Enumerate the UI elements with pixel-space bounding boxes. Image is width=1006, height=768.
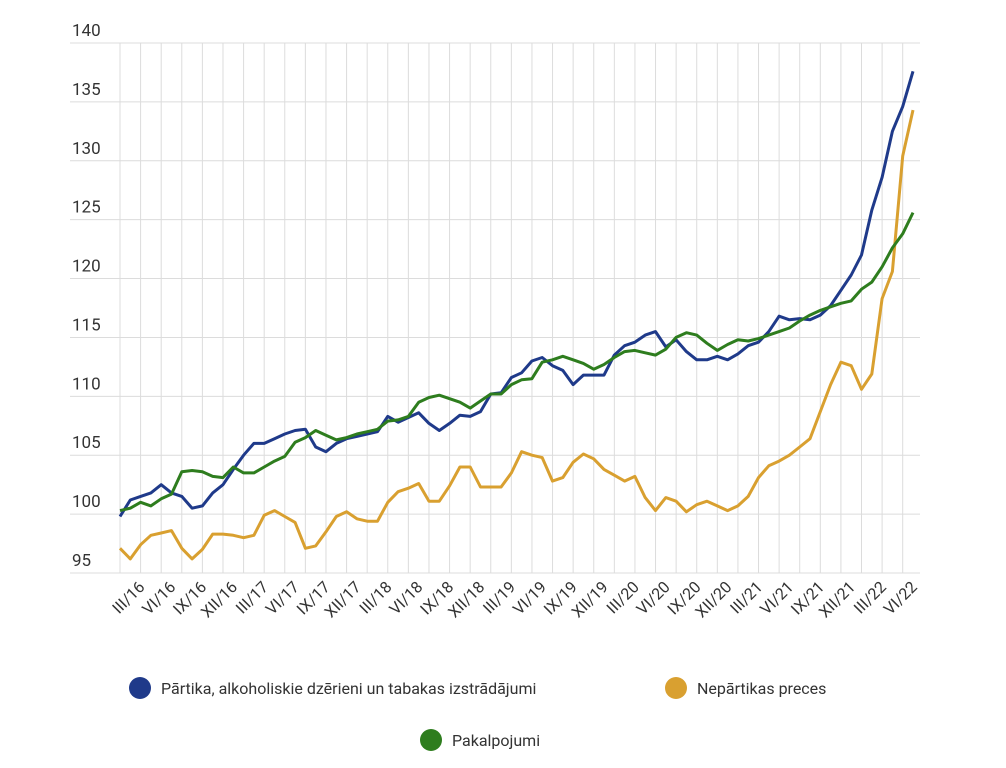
x-tick-label: III/18	[356, 577, 396, 617]
x-tick-label: VI/17	[262, 577, 303, 618]
x-tick-label: VI/18	[385, 577, 426, 618]
x-tick-label: III/22	[850, 577, 890, 617]
x-tick-label: XII/21	[815, 577, 859, 621]
x-tick-label: III/21	[726, 577, 766, 617]
y-tick-label: 100	[72, 492, 101, 512]
y-tick-label: 115	[72, 315, 101, 335]
legend-label: Pārtika, alkoholiskie dzērieni un tabaka…	[161, 679, 536, 698]
x-tick-label: XII/19	[568, 577, 612, 621]
x-tick-label: III/20	[603, 577, 643, 617]
series-line	[119, 211, 915, 513]
x-tick-label: III/16	[108, 577, 148, 617]
legend-marker	[665, 677, 687, 699]
y-tick-label: 135	[72, 80, 101, 100]
y-tick-label: 95	[72, 551, 91, 571]
legend-marker	[129, 677, 151, 699]
y-tick-label: 140	[72, 21, 101, 41]
x-tick-label: XII/20	[691, 577, 735, 621]
x-tick-label: XII/18	[444, 577, 488, 621]
series-line	[118, 109, 915, 561]
x-tick-label: VI/19	[509, 577, 550, 618]
x-tick-label: VI/22	[880, 577, 921, 618]
legend-label: Nepārtikas preces	[697, 679, 826, 698]
y-tick-label: 125	[72, 198, 101, 218]
x-tick-label: XII/16	[197, 577, 241, 621]
x-tick-label: III/19	[479, 577, 519, 617]
x-tick-label: VI/21	[756, 577, 797, 618]
y-tick-label: 130	[72, 139, 101, 159]
legend-marker	[420, 729, 442, 751]
legend-label: Pakalpojumi	[452, 731, 540, 750]
y-tick-label: 105	[72, 433, 101, 453]
y-tick-label: 120	[72, 257, 101, 277]
x-tick-label: VI/16	[138, 577, 179, 618]
x-tick-label: VI/20	[633, 577, 674, 618]
y-tick-label: 110	[72, 374, 101, 394]
series-line	[118, 70, 915, 518]
x-tick-label: III/17	[232, 577, 272, 617]
x-tick-label: XII/17	[321, 577, 365, 621]
